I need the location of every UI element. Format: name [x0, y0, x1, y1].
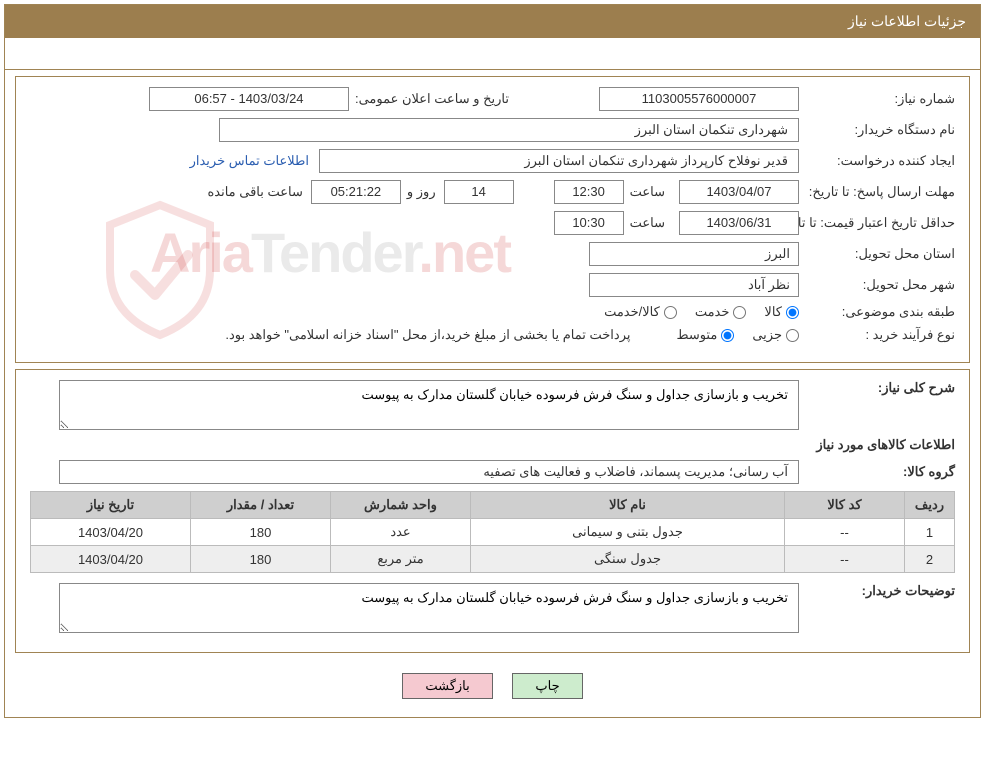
- cell-date: 1403/04/20: [31, 519, 191, 546]
- row-need-desc: شرح کلی نیاز:: [30, 380, 955, 430]
- cell-qty: 180: [191, 546, 331, 573]
- buyer-org-label: نام دستگاه خریدار:: [805, 122, 955, 138]
- remaining-label: ساعت باقی مانده: [207, 184, 302, 200]
- top-spacer: [5, 38, 980, 70]
- info-section: شماره نیاز: 1103005576000007 تاریخ و ساع…: [15, 76, 970, 363]
- cell-code: --: [785, 546, 905, 573]
- row-reply-deadline: مهلت ارسال پاسخ: تا تاریخ: 1403/04/07 سا…: [30, 180, 955, 204]
- type-medium-radio[interactable]: [721, 329, 734, 342]
- cell-idx: 1: [905, 519, 955, 546]
- group-value: آب رسانی؛ مدیریت پسماند، فاضلاب و فعالیت…: [59, 460, 799, 484]
- buyer-notes-value[interactable]: [59, 583, 799, 633]
- price-validity-date: 1403/06/31: [679, 211, 799, 235]
- col-code: کد کالا: [785, 492, 905, 519]
- col-unit: واحد شمارش: [331, 492, 471, 519]
- print-button[interactable]: چاپ: [512, 673, 582, 699]
- class-goods-radio[interactable]: [786, 306, 799, 319]
- class-goods-service-option: کالا/خدمت: [604, 304, 677, 320]
- buyer-contact-link[interactable]: اطلاعات تماس خریدار: [190, 153, 309, 169]
- cell-idx: 2: [905, 546, 955, 573]
- items-info-heading: اطلاعات کالاهای مورد نیاز: [816, 437, 955, 453]
- row-buyer-notes: توضیحات خریدار:: [30, 583, 955, 633]
- buyer-org-value: شهرداری تنکمان استان البرز: [219, 118, 799, 142]
- buyer-notes-label: توضیحات خریدار:: [805, 583, 955, 599]
- class-service-option: خدمت: [695, 304, 747, 320]
- cell-code: --: [785, 519, 905, 546]
- cell-date: 1403/04/20: [31, 546, 191, 573]
- row-purchase-type: نوع فرآیند خرید : جزیی متوسط پرداخت تمام…: [30, 327, 955, 343]
- need-desc-value[interactable]: [59, 380, 799, 430]
- row-requester: ایجاد کننده درخواست: قدیر نوفلاح کارپردا…: [30, 149, 955, 173]
- row-buyer-org: نام دستگاه خریدار: شهرداری تنکمان استان …: [30, 118, 955, 142]
- col-qty: تعداد / مقدار: [191, 492, 331, 519]
- reply-deadline-label: مهلت ارسال پاسخ: تا تاریخ:: [805, 184, 955, 200]
- need-desc-label: شرح کلی نیاز:: [805, 380, 955, 396]
- row-delivery-province: استان محل تحویل: البرز: [30, 242, 955, 266]
- col-name: نام کالا: [471, 492, 785, 519]
- class-service-radio[interactable]: [733, 306, 746, 319]
- cell-unit: متر مربع: [331, 546, 471, 573]
- purchase-type-label: نوع فرآیند خرید :: [805, 327, 955, 343]
- cell-qty: 180: [191, 519, 331, 546]
- announce-datetime: 1403/03/24 - 06:57: [149, 87, 349, 111]
- row-group: گروه کالا: آب رسانی؛ مدیریت پسماند، فاضل…: [30, 460, 955, 484]
- cell-name: جدول بتنی و سیمانی: [471, 519, 785, 546]
- page-container: جزئیات اطلاعات نیاز AriaTender.net شماره…: [4, 4, 981, 718]
- items-table: ردیف کد کالا نام کالا واحد شمارش تعداد /…: [30, 491, 955, 573]
- table-row: 1 -- جدول بتنی و سیمانی عدد 180 1403/04/…: [31, 519, 955, 546]
- hour-label-1: ساعت: [630, 184, 665, 200]
- cell-name: جدول سنگی: [471, 546, 785, 573]
- price-validity-time: 10:30: [554, 211, 624, 235]
- requester-value: قدیر نوفلاح کارپرداز شهرداری تنکمان استا…: [319, 149, 799, 173]
- days-and-label: روز و: [407, 184, 436, 200]
- header-bar: جزئیات اطلاعات نیاز: [5, 5, 980, 38]
- announce-label: تاریخ و ساعت اعلان عمومی:: [355, 91, 509, 107]
- delivery-city-label: شهر محل تحویل:: [805, 277, 955, 293]
- cell-unit: عدد: [331, 519, 471, 546]
- table-row: 2 -- جدول سنگی متر مربع 180 1403/04/20: [31, 546, 955, 573]
- back-button[interactable]: بازگشت: [402, 673, 492, 699]
- reply-deadline-time: 12:30: [554, 180, 624, 204]
- items-header-row: ردیف کد کالا نام کالا واحد شمارش تعداد /…: [31, 492, 955, 519]
- need-no-label: شماره نیاز:: [805, 91, 955, 107]
- row-items-info-heading: اطلاعات کالاهای مورد نیاز: [30, 437, 955, 453]
- footer: چاپ بازگشت: [5, 659, 980, 717]
- need-no-value: 1103005576000007: [599, 87, 799, 111]
- class-goods-option: کالا: [764, 304, 799, 320]
- payment-note: پرداخت تمام یا بخشی از مبلغ خرید،از محل …: [225, 327, 630, 343]
- type-minor-radio[interactable]: [786, 329, 799, 342]
- details-section: شرح کلی نیاز: اطلاعات کالاهای مورد نیاز …: [15, 369, 970, 653]
- delivery-province-label: استان محل تحویل:: [805, 246, 955, 262]
- row-delivery-city: شهر محل تحویل: نظر آباد: [30, 273, 955, 297]
- delivery-province-value: البرز: [589, 242, 799, 266]
- row-price-validity: حداقل تاریخ اعتبار قیمت: تا تاریخ: 1403/…: [30, 211, 955, 235]
- header-title: جزئیات اطلاعات نیاز: [848, 13, 966, 29]
- type-minor-option: جزیی: [752, 327, 799, 343]
- price-validity-label: حداقل تاریخ اعتبار قیمت: تا تاریخ:: [805, 215, 955, 231]
- row-subject-class: طبقه بندی موضوعی: کالا خدمت کالا/خدمت: [30, 304, 955, 320]
- delivery-city-value: نظر آباد: [589, 273, 799, 297]
- type-medium-option: متوسط: [676, 327, 734, 343]
- class-goods-service-radio[interactable]: [664, 306, 677, 319]
- hour-label-2: ساعت: [630, 215, 665, 231]
- remaining-days: 14: [444, 180, 514, 204]
- group-label: گروه کالا:: [805, 464, 955, 480]
- requester-label: ایجاد کننده درخواست:: [805, 153, 955, 169]
- reply-deadline-date: 1403/04/07: [679, 180, 799, 204]
- col-date: تاریخ نیاز: [31, 492, 191, 519]
- subject-class-label: طبقه بندی موضوعی:: [805, 304, 955, 320]
- col-idx: ردیف: [905, 492, 955, 519]
- remaining-hms: 05:21:22: [311, 180, 401, 204]
- row-need-no: شماره نیاز: 1103005576000007 تاریخ و ساع…: [30, 87, 955, 111]
